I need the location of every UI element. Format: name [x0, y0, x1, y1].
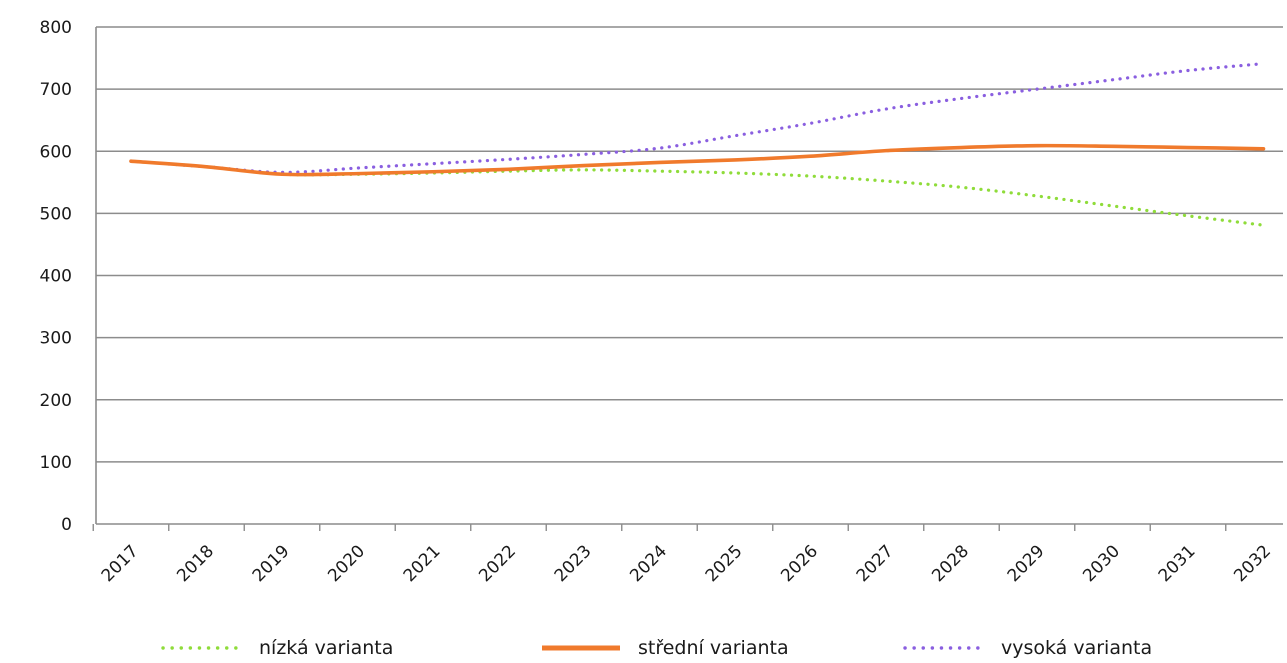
- y-tick-label: 500: [40, 204, 72, 224]
- y-tick-labels: 0 100 200 300 400 500 600 700 800: [40, 18, 72, 535]
- x-tick-label: 2017: [98, 541, 143, 586]
- x-tick-label: 2021: [400, 541, 445, 586]
- gridlines: [96, 26, 1283, 463]
- y-tick-label: 300: [40, 329, 72, 349]
- x-tick-label: 2028: [928, 541, 973, 586]
- x-tick-labels: 2017 2018 2019 2020 2021 2022 2023 2024 2025 2026…: [98, 541, 1275, 586]
- x-tick-label: 2024: [626, 541, 671, 586]
- x-tick-label: 2023: [551, 541, 596, 586]
- series-line-0: [129, 159, 1266, 227]
- axes: [92, 27, 1283, 531]
- x-tick-label: 2032: [1230, 541, 1275, 586]
- y-tick-label: 0: [61, 515, 72, 535]
- legend-label: nízká varianta: [259, 637, 393, 659]
- series-line-1: [129, 143, 1266, 177]
- x-tick-label: 2019: [249, 541, 294, 586]
- y-tick-label: 800: [40, 18, 72, 38]
- x-tick-label: 2025: [702, 541, 747, 586]
- x-tick-label: 2029: [1004, 541, 1049, 586]
- x-tick-label: 2027: [853, 541, 898, 586]
- x-tick-label: 2022: [475, 541, 520, 586]
- series-lines: [129, 62, 1266, 227]
- y-tick-label: 700: [40, 80, 72, 100]
- x-tick-label: 2030: [1079, 541, 1124, 586]
- x-tick-label: 2031: [1155, 541, 1200, 586]
- x-tick-label: 2026: [777, 541, 822, 586]
- y-tick-label: 100: [40, 453, 72, 473]
- x-tick-label: 2020: [324, 541, 369, 586]
- series-line-2: [129, 62, 1266, 174]
- y-tick-label: 600: [40, 142, 72, 162]
- legend: nízká varianta střední varianta vysoká var…: [161, 637, 1152, 659]
- legend-label: střední varianta: [638, 637, 789, 659]
- x-tick-label: 2018: [173, 541, 218, 586]
- y-tick-label: 200: [40, 391, 72, 411]
- legend-label: vysoká varianta: [1001, 637, 1152, 659]
- y-tick-label: 400: [40, 267, 72, 287]
